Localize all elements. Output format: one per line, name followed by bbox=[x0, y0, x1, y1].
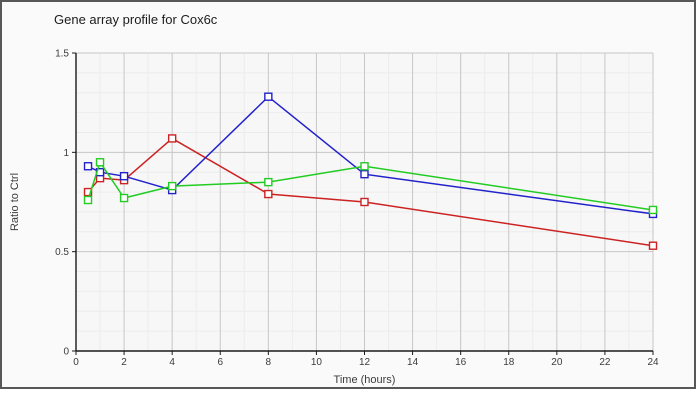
x-axis-label: Time (hours) bbox=[334, 374, 396, 386]
x-tick-label: 6 bbox=[217, 357, 223, 368]
x-tick-label: 24 bbox=[647, 357, 659, 368]
marker-red-series bbox=[648, 241, 658, 250]
marker-blue-series bbox=[119, 171, 129, 181]
marker-green-series bbox=[360, 162, 369, 171]
chart-panel: Gene array profile for Cox6c 0 2 4 6 8 10 12 14… bbox=[0, 0, 696, 389]
marker-green-series bbox=[83, 195, 93, 205]
y-tick-label: 0 bbox=[63, 347, 69, 358]
x-tick-label: 0 bbox=[73, 357, 79, 368]
x-tick-label: 22 bbox=[599, 357, 611, 368]
marker-blue-series bbox=[264, 92, 273, 101]
x-tick-label: 12 bbox=[359, 357, 371, 368]
x-tick-label: 20 bbox=[551, 357, 563, 368]
marker-red-series bbox=[360, 197, 369, 207]
chart-title: Gene array profile for Cox6c bbox=[54, 12, 218, 27]
x-tick-label: 10 bbox=[311, 357, 323, 368]
marker-green-series bbox=[648, 205, 658, 215]
y-tick-label: 1 bbox=[63, 148, 69, 159]
y-tick-label: 0.5 bbox=[55, 247, 69, 258]
x-tick-label: 14 bbox=[407, 357, 419, 368]
x-tick-label: 18 bbox=[503, 357, 515, 368]
marker-green-series bbox=[167, 181, 177, 191]
marker-blue-series bbox=[83, 162, 93, 171]
marker-green-series bbox=[95, 158, 105, 167]
x-tick-label: 16 bbox=[455, 357, 467, 368]
marker-red-series bbox=[167, 134, 177, 143]
y-tick-label: 1.5 bbox=[55, 49, 69, 60]
x-tick-label: 4 bbox=[169, 357, 175, 368]
marker-blue-series bbox=[360, 169, 369, 179]
marker-red-series bbox=[264, 189, 273, 199]
y-axis-label: Ratio to Ctrl bbox=[9, 173, 21, 231]
marker-red-series bbox=[83, 187, 93, 197]
x-tick-label: 2 bbox=[121, 357, 127, 368]
x-tick-label: 8 bbox=[266, 357, 272, 368]
marker-green-series bbox=[264, 177, 273, 187]
marker-green-series bbox=[119, 193, 129, 203]
